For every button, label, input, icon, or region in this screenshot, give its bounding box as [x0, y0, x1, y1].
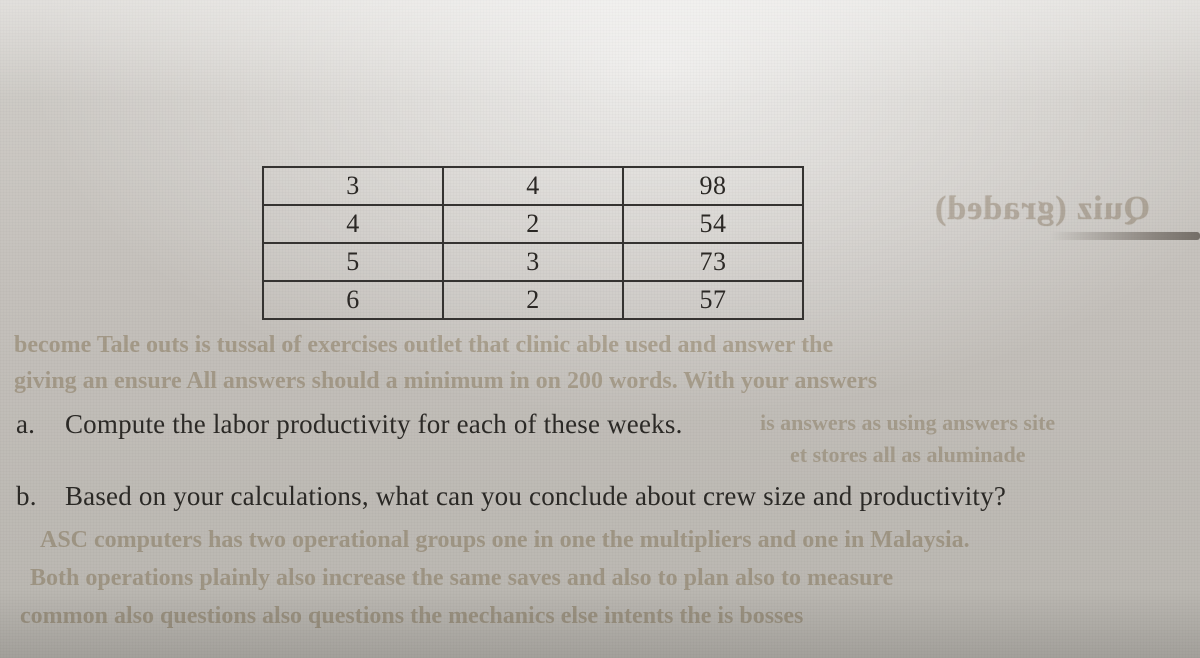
table-cell: 4: [443, 167, 623, 205]
table-cell: 54: [623, 205, 803, 243]
bleedthrough-text: giving an ensure All answers should a mi…: [14, 368, 877, 395]
table-row: 6 2 57: [263, 281, 803, 319]
data-table: 3 4 98 4 2 54 5 3 73 6 2 57: [262, 166, 804, 320]
table-cell: 3: [443, 243, 623, 281]
question-a: a. Compute the labor productivity for ea…: [16, 408, 683, 442]
bleedthrough-text: Both operations plainly also increase th…: [30, 565, 893, 592]
table-row: 5 3 73: [263, 243, 803, 281]
question-b-label: b.: [16, 480, 58, 514]
question-a-label: a.: [16, 408, 58, 442]
question-a-text: Compute the labor productivity for each …: [65, 409, 683, 439]
table-cell: 6: [263, 281, 443, 319]
lighting-bottom: [0, 588, 1200, 658]
table-cell: 5: [263, 243, 443, 281]
table-cell: 4: [263, 205, 443, 243]
table-cell: 57: [623, 281, 803, 319]
question-b-text: Based on your calculations, what can you…: [65, 481, 1006, 511]
table-cell: 2: [443, 281, 623, 319]
question-b: b. Based on your calculations, what can …: [16, 480, 1188, 514]
table-cell: 98: [623, 167, 803, 205]
bleedthrough-text: common also questions also questions the…: [20, 603, 803, 630]
page-scan: 3 4 98 4 2 54 5 3 73 6 2 57 Quiz (graded…: [0, 0, 1200, 658]
bleedthrough-side-label: Quiz (graded): [934, 190, 1150, 228]
bleedthrough-text: become Tale outs is tussal of exercises …: [14, 332, 833, 359]
table-cell: 2: [443, 205, 623, 243]
table-cell: 73: [623, 243, 803, 281]
table-cell: 3: [263, 167, 443, 205]
bleedthrough-text: et stores all as aluminade: [790, 442, 1025, 468]
paper-texture: [0, 0, 1200, 658]
lighting-top: [0, 0, 1200, 100]
table-row: 4 2 54: [263, 205, 803, 243]
bleedthrough-text: ASC computers has two operational groups…: [40, 527, 970, 554]
bleedthrough-text: is answers as using answers site: [760, 410, 1055, 436]
page-gutter-shadow: [1050, 232, 1200, 240]
table-row: 3 4 98: [263, 167, 803, 205]
